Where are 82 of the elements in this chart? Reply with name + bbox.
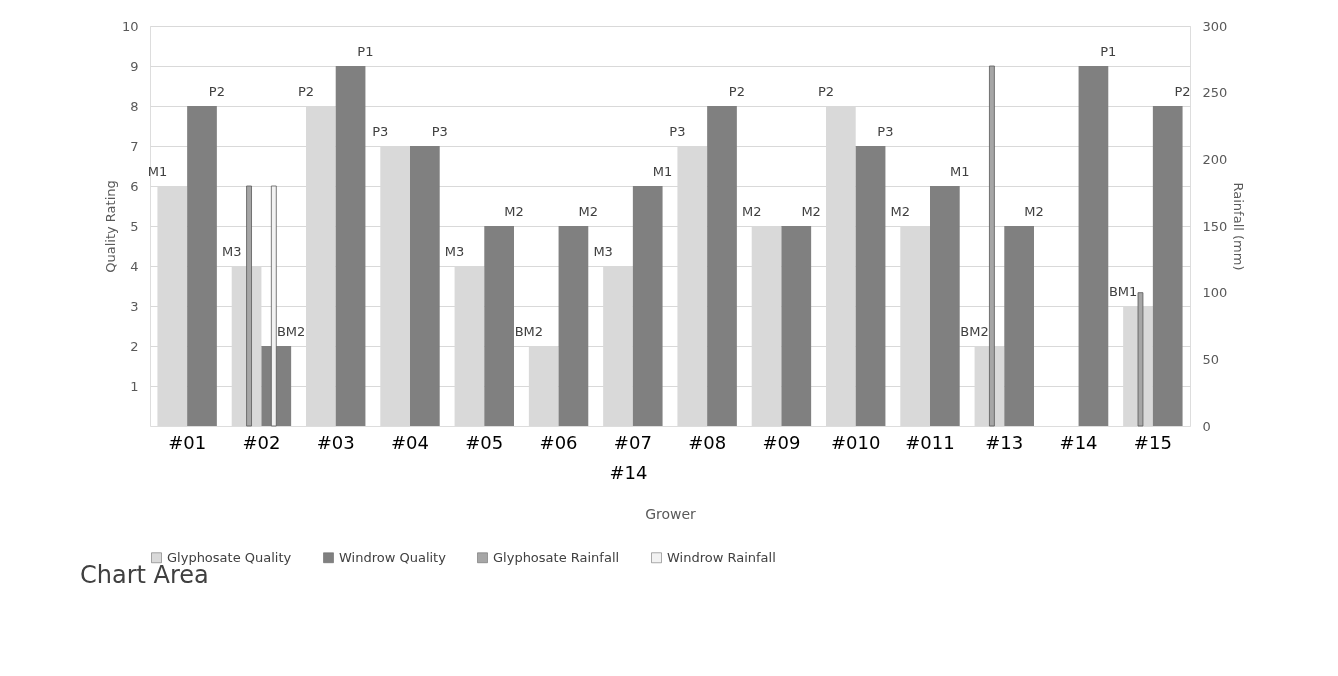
- legend-label: Glyphosate Rainfall: [493, 549, 620, 565]
- x-tick-label: #02: [242, 431, 281, 453]
- y2-tick-label: 150: [1202, 218, 1228, 234]
- data-label: BM2: [514, 324, 544, 339]
- x-tick-label: #07: [613, 431, 652, 453]
- data-label: M2: [578, 204, 599, 219]
- bar: [187, 106, 217, 426]
- legend-label: Windrow Quality: [339, 549, 447, 565]
- data-label: M2: [504, 204, 524, 219]
- x-tick-label: #05: [465, 431, 504, 453]
- bar: [707, 106, 737, 426]
- y2-tick-label: 0: [1202, 418, 1211, 434]
- data-label: P3: [669, 124, 686, 139]
- x-tick-label: #04: [391, 431, 429, 453]
- data-label: P2: [208, 84, 225, 99]
- data-label: M3: [444, 244, 465, 259]
- data-label: P2: [297, 84, 315, 99]
- bar: [484, 226, 514, 426]
- data-label: BM2: [960, 324, 989, 339]
- x-tick-label: #08: [688, 431, 727, 453]
- data-label: M1: [652, 164, 673, 179]
- bar: [1137, 292, 1144, 427]
- data-label: P3: [877, 124, 894, 139]
- bar: [410, 146, 440, 426]
- y-tick-label: 1: [130, 378, 139, 394]
- x-tick-label: #011: [905, 431, 955, 453]
- x-tick-label: #15: [1133, 431, 1172, 453]
- text: #14: [609, 462, 648, 483]
- x-tick-label: #13: [985, 431, 1024, 453]
- y2-tick-label: 300: [1202, 18, 1228, 34]
- bar: [855, 146, 886, 426]
- x-tick-label: #01: [168, 431, 207, 453]
- y-tick-label: 10: [121, 18, 139, 34]
- y-tick-label: 9: [130, 58, 139, 74]
- data-label: P2: [1174, 84, 1191, 99]
- y-tick-label: 7: [130, 138, 139, 154]
- bar: [1152, 106, 1183, 426]
- y2-tick-label: 200: [1202, 151, 1228, 167]
- data-label: M2: [801, 204, 821, 219]
- bar: [781, 226, 812, 426]
- y-axis-title: Quality Rating: [102, 180, 118, 273]
- data-label: M1: [147, 164, 168, 179]
- data-label: P1: [357, 44, 374, 59]
- y-tick-label: 3: [130, 298, 139, 314]
- data-label: P3: [372, 124, 389, 139]
- x-tick-label: #14: [1059, 431, 1098, 453]
- data-label: M3: [221, 244, 242, 259]
- data-label: BM2: [276, 324, 306, 339]
- data-label: M3: [593, 244, 613, 259]
- y2-tick-label: 50: [1202, 351, 1220, 367]
- bar: [1078, 66, 1109, 426]
- y-tick-label: 2: [130, 338, 139, 354]
- x-tick-label: #010: [830, 431, 881, 453]
- legend-label: Windrow Rainfall: [667, 549, 776, 565]
- data-label: M2: [890, 204, 911, 219]
- data-label: M2: [1024, 204, 1044, 219]
- data-label: M2: [741, 204, 762, 219]
- x-axis-title: Grower: [645, 505, 697, 522]
- bar: [632, 186, 663, 426]
- y-tick-label: 5: [130, 218, 139, 234]
- x-tick-label: #03: [316, 431, 355, 453]
- bar: [558, 226, 589, 426]
- y-tick-label: 4: [130, 258, 139, 274]
- y-tick-label: 6: [130, 178, 139, 194]
- data-label: P2: [728, 84, 745, 99]
- y2-tick-label: 250: [1202, 85, 1228, 101]
- y2-tick-label: 100: [1202, 285, 1228, 301]
- data-label: M1: [949, 164, 970, 179]
- y2-axis-title: Rainfall (mm): [1231, 182, 1247, 271]
- bar: [246, 185, 252, 427]
- data-label: P3: [431, 124, 448, 139]
- data-label: BM1: [1108, 284, 1138, 299]
- bar: [270, 185, 277, 427]
- x-tick-label: #06: [539, 431, 578, 453]
- bar: [1004, 226, 1034, 426]
- x-tick-label: #09: [762, 431, 801, 453]
- y-tick-label: 8: [130, 98, 139, 114]
- bar: [989, 65, 995, 427]
- bar: [930, 186, 960, 426]
- data-label: P2: [817, 84, 835, 99]
- bar: [335, 66, 366, 426]
- data-label: P1: [1100, 44, 1117, 59]
